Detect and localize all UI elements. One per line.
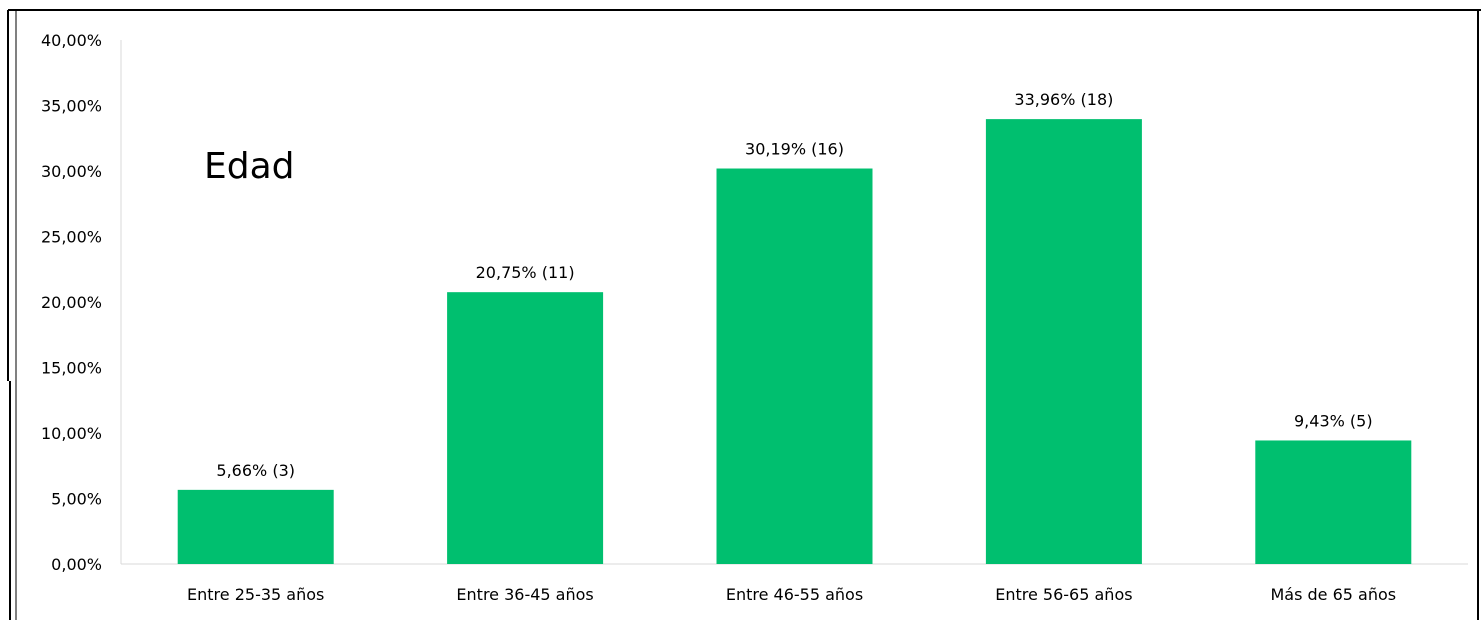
bar-data-label: 5,66% (3) <box>216 461 295 480</box>
x-axis-labels: Entre 25-35 años Entre 36-45 años Entre 46… <box>187 585 1396 604</box>
bar-data-label: 20,75% (11) <box>476 263 575 282</box>
bars <box>177 119 1412 565</box>
y-tick-label: 15,00% <box>41 359 102 378</box>
y-tick-label: 0,00% <box>51 555 102 574</box>
bar <box>716 168 873 565</box>
x-category-label: Entre 46-55 años <box>726 585 863 604</box>
y-tick-label: 40,00% <box>41 31 102 50</box>
bar <box>985 119 1142 565</box>
x-category-label: Entre 36-45 años <box>456 585 593 604</box>
bar-data-label: 9,43% (5) <box>1294 411 1373 430</box>
bar-data-label: 33,96% (18) <box>1014 90 1113 109</box>
y-tick-label: 20,00% <box>41 293 102 312</box>
bar-data-label: 30,19% (16) <box>745 140 844 159</box>
y-tick-label: 5,00% <box>51 490 102 509</box>
data-labels: 5,66% (3) 20,75% (11) 30,19% (16) 33,96% (1… <box>216 90 1372 480</box>
y-axis-ticks: 0,00% 5,00% 10,00% 15,00% 20,00% 25,00% 30,00%… <box>41 31 102 574</box>
x-category-label: Entre 56-65 años <box>995 585 1132 604</box>
x-category-label: Más de 65 años <box>1270 585 1396 604</box>
y-tick-label: 10,00% <box>41 424 102 443</box>
chart-title: Edad <box>204 146 295 187</box>
y-tick-label: 30,00% <box>41 162 102 181</box>
bar <box>1255 440 1412 564</box>
x-category-label: Entre 25-35 años <box>187 585 324 604</box>
y-tick-label: 35,00% <box>41 97 102 116</box>
bar <box>177 489 334 564</box>
bar <box>447 292 604 564</box>
y-tick-label: 25,00% <box>41 228 102 247</box>
